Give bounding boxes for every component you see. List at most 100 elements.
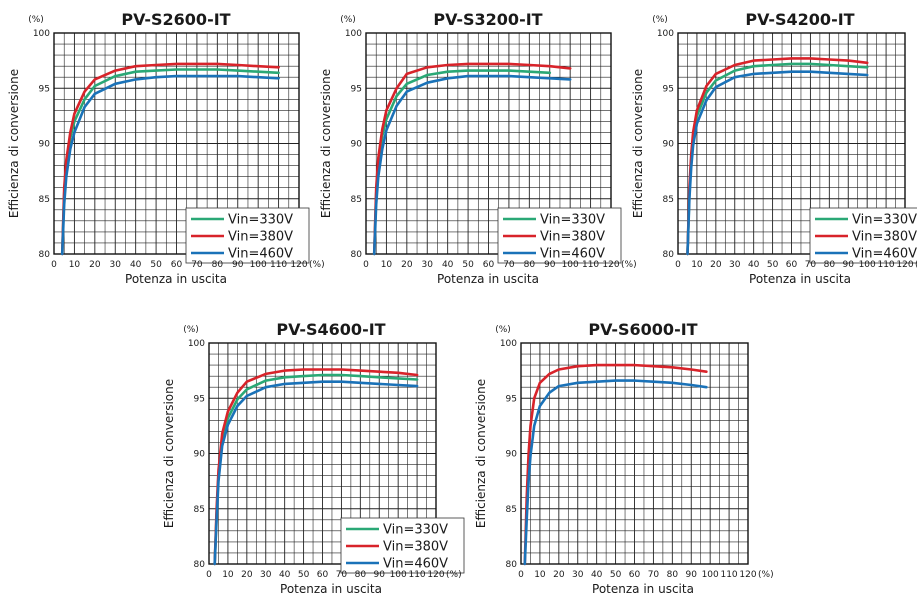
x-tick-label: 120 xyxy=(896,260,913,270)
y-unit-label: (%) xyxy=(652,15,668,25)
y-unit-label: (%) xyxy=(183,325,199,335)
x-axis-label: Potenza in uscita xyxy=(437,272,539,286)
chart-panel-2: Vin=330V Vin=380V Vin=460V PV-S3200-IT (%) 80… xyxy=(319,10,637,286)
y-tick-label: 95 xyxy=(194,394,205,404)
y-tick-label: 80 xyxy=(194,560,206,570)
legend-label: Vin=460V xyxy=(852,247,917,262)
chart-title: PV-S6000-IT xyxy=(588,320,697,339)
x-tick-label: 30 xyxy=(572,570,584,580)
y-tick-label: 100 xyxy=(345,29,362,39)
legend-label: Vin=460V xyxy=(228,247,293,262)
y-tick-label: 80 xyxy=(663,250,675,260)
x-tick-label: 110 xyxy=(582,260,599,270)
y-tick-label: 85 xyxy=(506,505,517,515)
x-unit-label: (%) xyxy=(758,570,774,580)
y-tick-label: 90 xyxy=(194,450,206,460)
x-tick-label: 90 xyxy=(843,260,855,270)
series-line-vin-460v xyxy=(372,74,572,256)
chart-grid xyxy=(521,343,748,564)
x-tick-label: 40 xyxy=(130,260,142,270)
x-tick-label: 70 xyxy=(191,260,203,270)
chart-panel-4: Vin=330V Vin=380V Vin=460V PV-S4600-IT (%) 80… xyxy=(162,320,465,596)
x-tick-label: 80 xyxy=(524,260,536,270)
x-tick-label: 90 xyxy=(232,260,244,270)
y-tick-label: 100 xyxy=(188,339,205,349)
legend-label: Vin=330V xyxy=(540,213,605,228)
legend-label: Vin=380V xyxy=(540,230,605,245)
legend-label: Vin=460V xyxy=(383,557,448,572)
x-tick-label: 90 xyxy=(686,570,698,580)
x-tick-label: 20 xyxy=(89,260,101,270)
y-tick-label: 85 xyxy=(39,195,50,205)
y-axis-label: Efficienza di conversione xyxy=(319,69,333,218)
legend-label: Vin=380V xyxy=(383,540,448,555)
x-tick-label: 40 xyxy=(591,570,603,580)
x-tick-label: 80 xyxy=(212,260,224,270)
x-tick-label: 70 xyxy=(336,570,348,580)
x-tick-label: 90 xyxy=(374,570,386,580)
y-tick-label: 80 xyxy=(39,250,51,260)
x-tick-label: 10 xyxy=(534,570,546,580)
y-tick-label: 95 xyxy=(351,84,362,94)
y-unit-label: (%) xyxy=(340,15,356,25)
x-tick-label: 20 xyxy=(710,260,722,270)
y-axis-label: Efficienza di conversione xyxy=(7,69,21,218)
plot-frame xyxy=(365,32,612,255)
x-tick-label: 10 xyxy=(691,260,703,270)
x-unit-label: (%) xyxy=(309,260,325,270)
x-tick-label: 50 xyxy=(610,570,622,580)
x-axis-label: Potenza in uscita xyxy=(280,582,382,596)
x-tick-label: 40 xyxy=(442,260,454,270)
x-tick-label: 110 xyxy=(270,260,287,270)
y-tick-label: 85 xyxy=(663,195,674,205)
legend-label: Vin=330V xyxy=(852,213,917,228)
x-tick-label: 50 xyxy=(298,570,310,580)
x-tick-label: 120 xyxy=(427,570,444,580)
series-line-vin-460v xyxy=(213,380,419,566)
x-tick-label: 0 xyxy=(363,260,369,270)
x-tick-label: 90 xyxy=(544,260,556,270)
y-tick-label: 80 xyxy=(506,560,518,570)
y-unit-label: (%) xyxy=(28,15,44,25)
x-tick-label: 0 xyxy=(675,260,681,270)
chart-panel-5: Vin=380VVin=460VPV-S6000-IT(%)8085909510… xyxy=(474,320,774,596)
series-line-vin-460v xyxy=(60,74,280,256)
x-tick-label: 100 xyxy=(859,260,876,270)
chart-title: PV-S3200-IT xyxy=(433,10,542,29)
x-tick-label: 100 xyxy=(250,260,267,270)
y-tick-label: 95 xyxy=(506,394,517,404)
x-tick-label: 110 xyxy=(877,260,894,270)
x-tick-label: 120 xyxy=(602,260,619,270)
chart-panel-3: Vin=330V Vin=380V Vin=460V PV-S4200-IT (%) 80… xyxy=(631,10,917,286)
x-tick-label: 110 xyxy=(408,570,425,580)
x-tick-label: 120 xyxy=(290,260,307,270)
y-tick-label: 100 xyxy=(657,29,674,39)
x-tick-label: 60 xyxy=(483,260,495,270)
y-tick-label: 100 xyxy=(33,29,50,39)
x-tick-label: 60 xyxy=(171,260,183,270)
plot-frame xyxy=(520,342,749,565)
legend: Vin=330V Vin=380V Vin=460V xyxy=(340,517,465,574)
x-tick-label: 100 xyxy=(702,570,719,580)
x-tick-label: 30 xyxy=(729,260,741,270)
chart-grid xyxy=(209,343,436,564)
x-tick-label: 50 xyxy=(767,260,779,270)
legend: Vin=330V Vin=380V Vin=460V xyxy=(497,207,622,264)
x-tick-label: 110 xyxy=(720,570,737,580)
y-tick-label: 90 xyxy=(39,140,51,150)
x-tick-label: 70 xyxy=(805,260,817,270)
x-tick-label: 30 xyxy=(422,260,434,270)
x-tick-label: 50 xyxy=(150,260,162,270)
legend-label: Vin=380V xyxy=(228,230,293,245)
x-tick-label: 10 xyxy=(222,570,234,580)
x-tick-label: 30 xyxy=(260,570,272,580)
y-tick-label: 80 xyxy=(351,250,363,260)
x-unit-label: (%) xyxy=(446,570,462,580)
series-line-vin-380v xyxy=(523,363,708,566)
legend: Vin=330V Vin=380V Vin=460V xyxy=(185,207,310,264)
legend-label: Vin=330V xyxy=(383,523,448,538)
x-tick-label: 100 xyxy=(390,570,407,580)
x-tick-label: 80 xyxy=(355,570,367,580)
x-unit-label: (%) xyxy=(621,260,637,270)
